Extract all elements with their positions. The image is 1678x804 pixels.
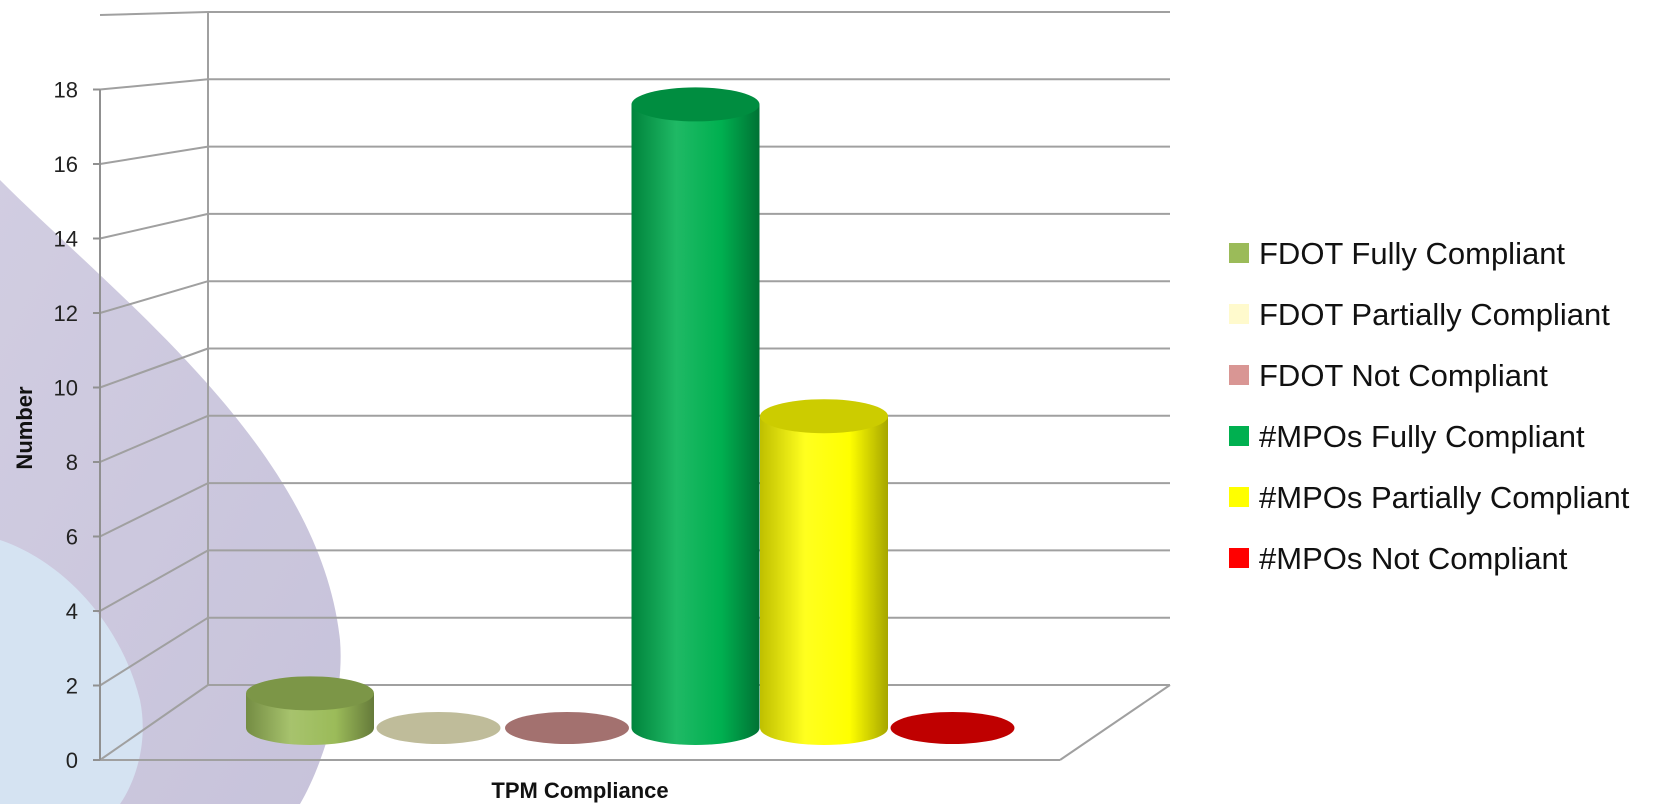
legend-item: #MPOs Fully Compliant [1229, 419, 1585, 454]
gridline-side [99, 616, 209, 687]
bar-4 [760, 399, 888, 745]
y-tick-label: 4 [66, 599, 78, 624]
floor-right-edge [1059, 684, 1171, 761]
gridline-side [99, 11, 209, 16]
bar-top [246, 676, 374, 711]
gridline-side [99, 549, 209, 612]
gridline-side [99, 482, 209, 538]
bar-5 [890, 712, 1015, 744]
y-tick-label: 18 [54, 78, 78, 103]
legend-item: FDOT Not Compliant [1229, 358, 1548, 393]
bar-flat [505, 712, 629, 744]
legend-swatch [1229, 304, 1249, 324]
y-tick-label: 14 [54, 227, 78, 252]
gridline-side [99, 347, 209, 389]
legend-swatch [1229, 243, 1249, 263]
gridline-side [99, 684, 209, 761]
bar-top [760, 399, 888, 434]
legend-label: #MPOs Fully Compliant [1259, 419, 1585, 454]
legend-label: FDOT Fully Compliant [1259, 236, 1565, 271]
legend: FDOT Fully Compliant FDOT Partially Compl… [1229, 236, 1630, 576]
gridline-side [99, 78, 209, 91]
y-axis-title: Number [12, 386, 37, 470]
legend-label: FDOT Partially Compliant [1259, 297, 1610, 332]
bars-layer [246, 87, 1015, 745]
bar-flat [376, 712, 501, 744]
bar-body [760, 416, 888, 745]
legend-item: #MPOs Partially Compliant [1229, 480, 1630, 515]
legend-swatch [1229, 365, 1249, 385]
bar-1 [376, 712, 501, 744]
legend-item: FDOT Fully Compliant [1229, 236, 1565, 271]
legend-swatch [1229, 426, 1249, 446]
gridline-side [99, 414, 209, 463]
gridline-side [99, 280, 209, 314]
bar-body [631, 104, 760, 745]
legend-label: #MPOs Not Compliant [1259, 541, 1568, 576]
y-tick-label: 10 [54, 376, 78, 401]
legend-swatch [1229, 487, 1249, 507]
axis-layer: 0 2 4 6 8 10 12 14 16 18 [54, 78, 101, 773]
y-tick-label: 16 [54, 152, 78, 177]
y-tick-label: 8 [66, 450, 78, 475]
background-swoosh-light [0, 540, 143, 804]
y-tick-label: 0 [66, 748, 78, 773]
y-tick-label: 12 [54, 301, 78, 326]
bar-top [631, 87, 760, 122]
legend-item: #MPOs Not Compliant [1229, 541, 1568, 576]
y-tick-label: 6 [66, 525, 78, 550]
x-axis-title: TPM Compliance [491, 778, 668, 803]
y-tick-label: 2 [66, 674, 78, 699]
legend-item: FDOT Partially Compliant [1229, 297, 1610, 332]
gridline-side [99, 212, 209, 240]
legend-swatch [1229, 548, 1249, 568]
bar-3 [631, 87, 760, 745]
bar-2 [505, 712, 629, 744]
gridline-side [99, 145, 209, 165]
bar-0 [246, 676, 374, 745]
legend-label: #MPOs Partially Compliant [1259, 480, 1630, 515]
legend-label: FDOT Not Compliant [1259, 358, 1548, 393]
bar-flat [890, 712, 1015, 744]
